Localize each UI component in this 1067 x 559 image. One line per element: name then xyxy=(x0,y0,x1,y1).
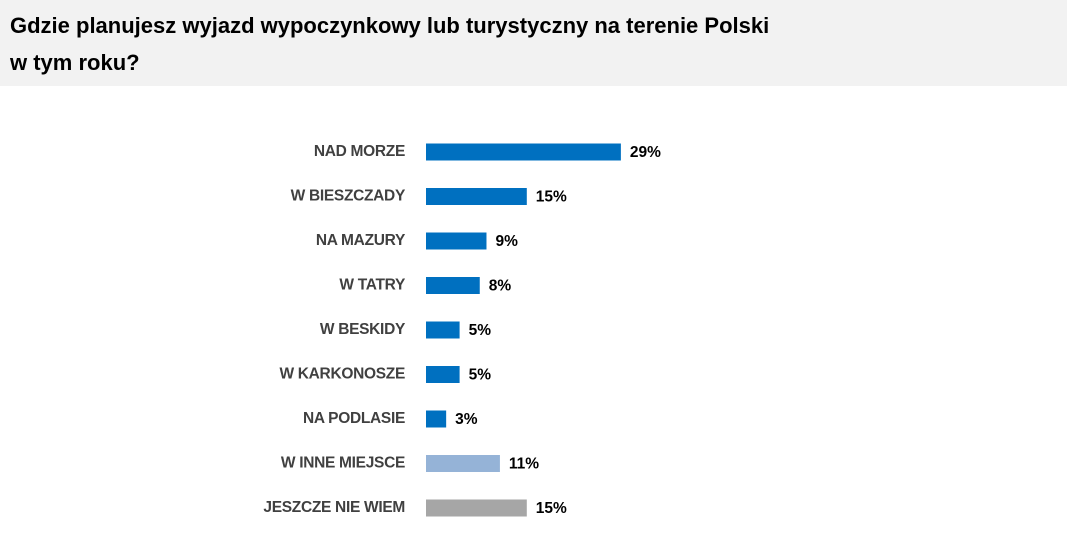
category-label: JESZCZE NIE WIEM xyxy=(263,499,405,516)
category-label: W BESKIDY xyxy=(320,321,406,338)
bar xyxy=(426,188,527,205)
value-label: 9% xyxy=(495,233,518,250)
value-label: 29% xyxy=(630,144,661,161)
bar xyxy=(426,366,460,383)
bar xyxy=(426,232,487,250)
chart-title: Gdzie planujesz wyjazd wypoczynkowy lub … xyxy=(10,13,769,38)
value-label: 5% xyxy=(469,322,492,339)
title-band xyxy=(0,0,1067,86)
bar xyxy=(426,321,460,339)
category-label: NA PODLASIE xyxy=(303,410,405,427)
value-label: 3% xyxy=(455,411,478,428)
category-label: W KARKONOSZE xyxy=(279,366,405,383)
value-label: 15% xyxy=(536,500,567,517)
category-label: W BIESZCZADY xyxy=(291,188,406,205)
chart-title: w tym roku? xyxy=(9,50,140,75)
value-label: 11% xyxy=(509,456,539,473)
category-label: NAD MORZE xyxy=(314,143,405,160)
bar xyxy=(426,499,527,517)
category-label: W TATRY xyxy=(339,277,406,294)
bar xyxy=(426,455,500,472)
bar xyxy=(426,277,480,294)
bar xyxy=(426,410,447,428)
category-label: NA MAZURY xyxy=(316,232,406,249)
value-label: 15% xyxy=(536,189,567,206)
value-label: 5% xyxy=(469,367,492,384)
bar xyxy=(426,143,621,161)
category-label: W INNE MIEJSCE xyxy=(281,455,405,472)
value-label: 8% xyxy=(489,278,512,295)
